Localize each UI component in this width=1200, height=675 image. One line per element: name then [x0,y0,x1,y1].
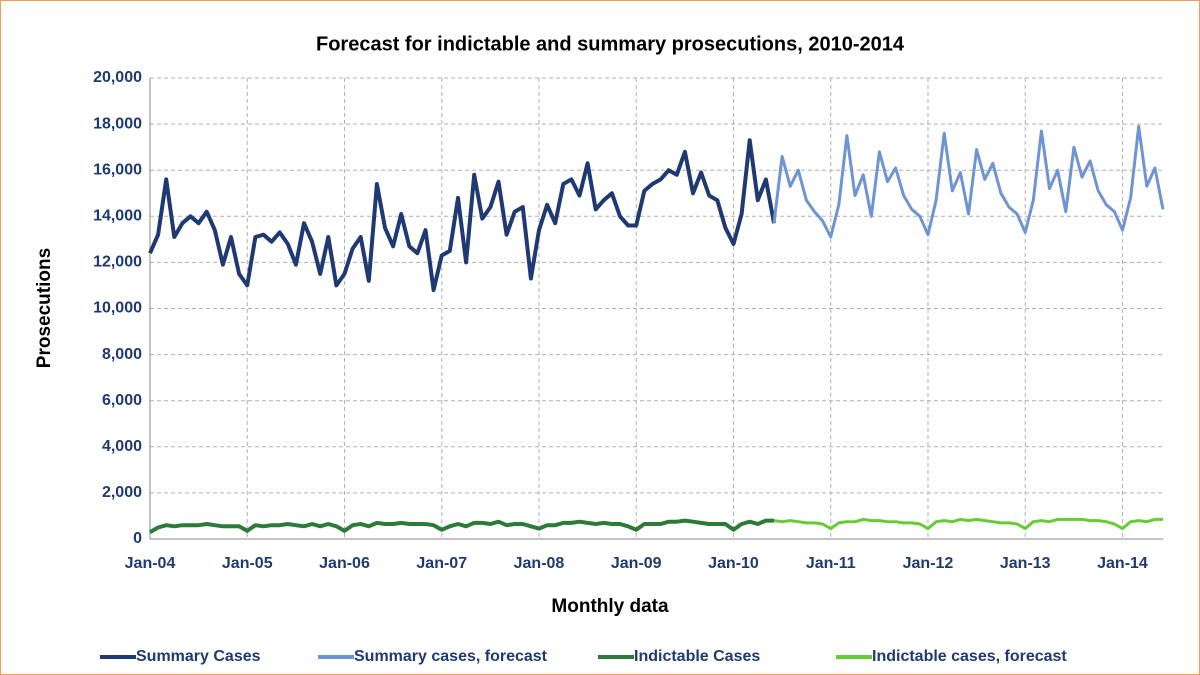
legend-label: Summary cases, forecast [354,648,548,665]
y-tick-label: 4,000 [102,438,142,455]
x-tick-label: Jan-09 [611,555,662,572]
y-axis-label: Prosecutions [34,248,55,368]
x-tick-label: Jan-04 [125,555,176,572]
x-tick-label: Jan-13 [1000,555,1051,572]
y-tick-label: 18,000 [93,115,142,132]
legend-label: Summary Cases [136,648,261,665]
x-tick-label: Jan-05 [222,555,273,572]
y-tick-label: 16,000 [93,161,142,178]
y-tick-label: 14,000 [93,208,142,225]
series-line [773,517,1163,531]
series-line [148,138,776,293]
y-tick-label: 20,000 [93,69,142,86]
x-tick-label: Jan-07 [416,555,467,572]
x-tick-label: Jan-14 [1097,555,1148,572]
legend-label: Indictable cases, forecast [872,648,1067,665]
y-tick-label: 8,000 [102,346,142,363]
y-tick-label: 0 [133,530,142,547]
x-tick-label: Jan-12 [903,555,954,572]
x-tick-label: Jan-08 [514,555,565,572]
x-tick-label: Jan-10 [708,555,759,572]
legend-label: Indictable Cases [634,648,760,665]
chart-title: Forecast for indictable and summary pros… [316,33,905,55]
x-tick-label: Jan-11 [806,555,856,572]
x-axis-label: Monthly data [551,596,669,617]
y-tick-label: 10,000 [93,300,142,317]
series-line [149,518,774,534]
x-tick-label: Jan-06 [319,555,370,572]
y-tick-label: 6,000 [102,392,142,409]
y-tick-label: 2,000 [102,484,142,501]
y-tick-label: 12,000 [93,254,142,271]
series-line [772,124,1165,239]
